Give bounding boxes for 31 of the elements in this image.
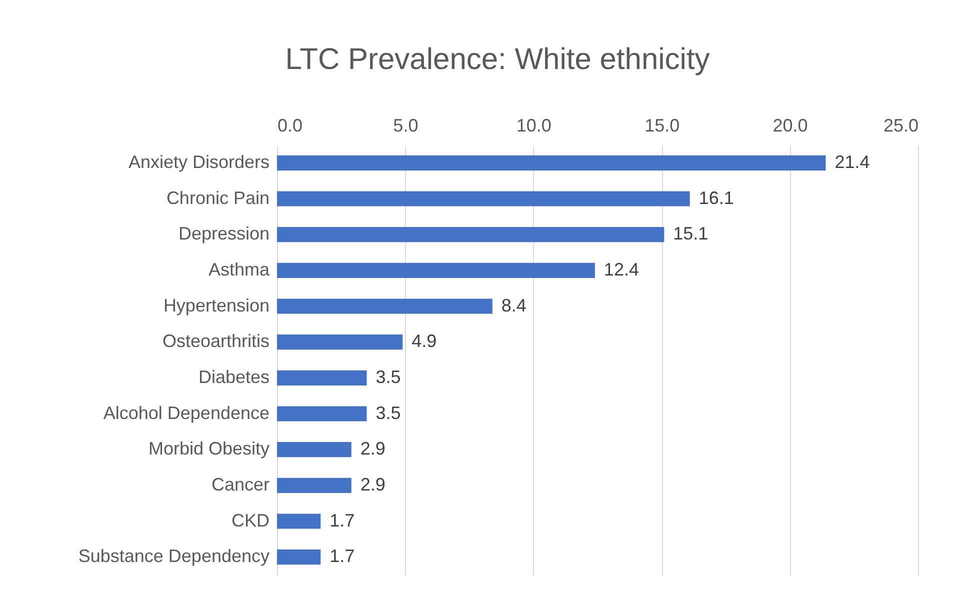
chart-title: LTC Prevalence: White ethnicity [285, 43, 710, 76]
y-tick-label: Diabetes [198, 366, 270, 387]
y-tick-label: Osteoarthritis [162, 331, 270, 352]
x-tick-label: 5.0 [393, 116, 418, 136]
x-tick-label: 15.0 [644, 116, 680, 136]
y-tick-label: Depression [178, 224, 270, 244]
data-label: 1.7 [330, 546, 355, 566]
data-label: 3.5 [376, 402, 401, 423]
x-tick-label: 20.0 [772, 116, 808, 136]
data-label: 12.4 [604, 259, 639, 280]
y-tick-label: CKD [231, 510, 270, 530]
data-label: 8.4 [501, 295, 526, 316]
y-tick-label: Asthma [208, 259, 270, 280]
y-tick-label: Hypertension [163, 295, 270, 316]
x-tick-label: 25.0 [883, 116, 918, 136]
data-label: 4.9 [412, 331, 437, 352]
data-label: 16.1 [698, 188, 734, 208]
x-tick-label: 0.0 [278, 116, 303, 136]
x-tick-label: 10.0 [516, 116, 552, 136]
data-label: 1.7 [330, 510, 355, 530]
y-tick-label: Cancer [211, 474, 270, 494]
y-tick-label: Morbid Obesity [148, 438, 270, 459]
data-label: 2.9 [360, 474, 386, 494]
data-label: 21.4 [834, 152, 870, 172]
data-label: 15.1 [673, 224, 708, 244]
y-tick-label: Chronic Pain [166, 188, 270, 208]
y-tick-label: Alcohol Dependence [103, 402, 270, 423]
data-label: 3.5 [376, 366, 401, 387]
data-label: 2.9 [360, 438, 386, 459]
y-tick-label: Substance Dependency [78, 546, 270, 566]
y-tick-label: Anxiety Disorders [128, 152, 270, 172]
